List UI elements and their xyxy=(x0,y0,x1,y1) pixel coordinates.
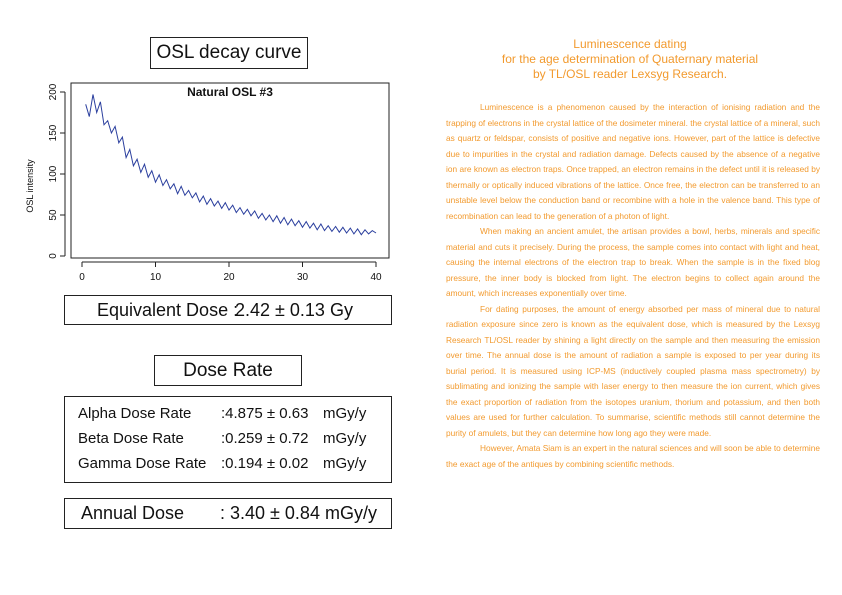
article-paragraph: For dating purposes, the amount of energ… xyxy=(446,303,820,438)
rate-label: Gamma Dose Rate xyxy=(78,455,207,472)
title-line: for the age determination of Quaternary … xyxy=(501,52,759,66)
y-tick-label: 50 xyxy=(48,209,59,221)
title-line: Luminescence dating xyxy=(573,37,687,51)
x-tick-label: 20 xyxy=(223,272,235,283)
dose-rates-box: Alpha Dose Rate :4.875 ± 0.63 mGy/y Beta… xyxy=(64,396,392,483)
y-tick-label: 0 xyxy=(48,253,59,259)
article-paragraph: When making an ancient amulet, the artis… xyxy=(446,226,820,298)
beta-dose-rate-row: Beta Dose Rate :0.259 ± 0.72 mGy/y xyxy=(78,430,388,452)
x-tick-label: 40 xyxy=(370,272,382,283)
rate-value: :0.194 ± 0.02 xyxy=(221,455,309,472)
article-title: Luminescence dating for the age determin… xyxy=(430,37,830,82)
x-tick-label: 30 xyxy=(297,272,309,283)
alpha-dose-rate-row: Alpha Dose Rate :4.875 ± 0.63 mGy/y xyxy=(78,405,388,427)
rate-unit: mGy/y xyxy=(323,430,367,447)
plot-frame xyxy=(70,82,390,259)
chart-title: Natural OSL #3 xyxy=(187,85,273,99)
dose-rate-title: Dose Rate xyxy=(154,355,302,386)
annual-dose-value: : 3.40 ± 0.84 mGy/y xyxy=(220,503,377,523)
y-tick-label: 200 xyxy=(48,83,59,100)
article-paragraph: However, Amata Siam is an expert in the … xyxy=(446,443,820,469)
article-paragraph: Luminescence is a phenomenon caused by t… xyxy=(446,102,820,221)
rate-value: :4.875 ± 0.63 xyxy=(221,405,309,422)
equivalent-dose-label: Equivalent Dose : xyxy=(97,300,239,320)
x-tick-label: 0 xyxy=(79,272,85,283)
article-body: Luminescence is a phenomenon caused by t… xyxy=(446,100,820,472)
rate-label: Alpha Dose Rate xyxy=(78,405,192,422)
y-tick-label: 150 xyxy=(48,124,59,141)
y-axis-label: OSL intensity xyxy=(25,159,35,213)
annual-dose-box: Annual Dose : 3.40 ± 0.84 mGy/y xyxy=(64,498,392,529)
rate-unit: mGy/y xyxy=(323,405,367,422)
equivalent-dose-value: 2.42 ± 0.13 Gy xyxy=(235,300,353,320)
annual-dose-label: Annual Dose xyxy=(81,503,185,523)
rate-unit: mGy/y xyxy=(323,455,367,472)
osl-decay-title: OSL decay curve xyxy=(150,37,308,69)
y-tick-label: 100 xyxy=(48,165,59,182)
x-tick-label: 10 xyxy=(150,272,162,283)
title-line: by TL/OSL reader Lexsyg Research. xyxy=(532,67,728,81)
rate-value: :0.259 ± 0.72 xyxy=(221,430,309,447)
equivalent-dose-box: Equivalent Dose : 2.42 ± 0.13 Gy xyxy=(64,295,392,325)
series-line xyxy=(85,94,377,236)
gamma-dose-rate-row: Gamma Dose Rate :0.194 ± 0.02 mGy/y xyxy=(78,455,388,477)
osl-decay-chart: Natural OSL #3 OSL intensity 0 10 20 30 40 0 5… xyxy=(25,82,390,283)
rate-label: Beta Dose Rate xyxy=(78,430,184,447)
